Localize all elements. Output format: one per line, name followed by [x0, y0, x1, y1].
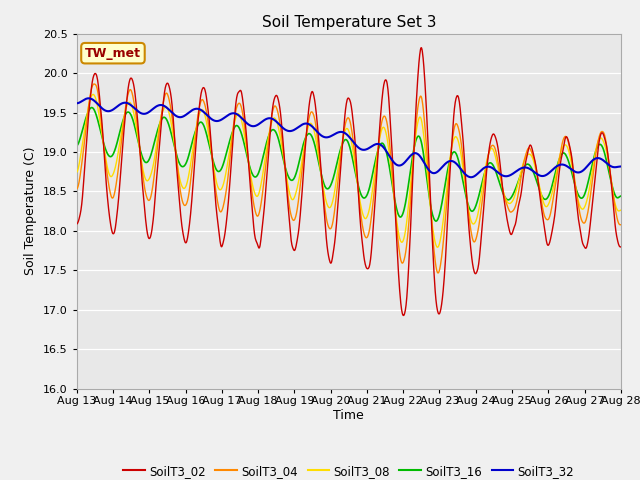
SoilT3_02 [553, 192, 561, 197]
SoilT3_16 [73, 143, 81, 148]
SoilT3_04 [505, 207, 513, 213]
SoilT3_04 [181, 203, 189, 208]
SoilT3_16 [617, 193, 625, 199]
SoilT3_08 [434, 244, 442, 250]
SoilT3_04 [195, 111, 202, 117]
SoilT3_02 [73, 221, 81, 227]
SoilT3_16 [181, 162, 189, 168]
SoilT3_32 [505, 173, 513, 179]
SoilT3_08 [505, 201, 513, 206]
SoilT3_02 [505, 226, 513, 231]
SoilT3_32 [84, 96, 92, 101]
SoilT3_08 [181, 185, 189, 191]
SoilT3_02 [399, 312, 407, 318]
SoilT3_02 [434, 309, 442, 315]
SoilT3_08 [89, 92, 97, 97]
Line: SoilT3_32: SoilT3_32 [77, 98, 621, 177]
SoilT3_16 [505, 197, 513, 203]
SoilT3_04 [553, 173, 561, 179]
SoilT3_32 [553, 163, 561, 169]
SoilT3_04 [617, 222, 625, 228]
SoilT3_08 [617, 207, 625, 213]
SoilT3_08 [73, 169, 81, 175]
SoilT3_32 [181, 113, 189, 119]
Line: SoilT3_04: SoilT3_04 [77, 84, 621, 273]
SoilT3_04 [90, 81, 98, 87]
SoilT3_32 [467, 174, 475, 180]
SoilT3_02 [194, 120, 202, 126]
SoilT3_02 [255, 245, 262, 251]
SoilT3_32 [434, 169, 442, 175]
SoilT3_16 [553, 164, 561, 169]
SoilT3_32 [73, 100, 81, 106]
Line: SoilT3_08: SoilT3_08 [77, 95, 621, 247]
SoilT3_32 [617, 164, 625, 169]
SoilT3_02 [617, 244, 625, 250]
SoilT3_08 [195, 116, 202, 122]
Title: Soil Temperature Set 3: Soil Temperature Set 3 [262, 15, 436, 30]
Legend: SoilT3_02, SoilT3_04, SoilT3_08, SoilT3_16, SoilT3_32: SoilT3_02, SoilT3_04, SoilT3_08, SoilT3_… [118, 460, 579, 480]
SoilT3_16 [195, 122, 202, 128]
SoilT3_16 [88, 105, 96, 110]
Y-axis label: Soil Temperature (C): Soil Temperature (C) [24, 147, 38, 276]
X-axis label: Time: Time [333, 408, 364, 421]
SoilT3_16 [432, 218, 440, 224]
SoilT3_04 [434, 270, 442, 276]
SoilT3_04 [73, 186, 81, 192]
SoilT3_08 [255, 190, 263, 196]
SoilT3_02 [417, 45, 425, 50]
SoilT3_32 [255, 121, 263, 127]
Text: TW_met: TW_met [85, 47, 141, 60]
SoilT3_16 [434, 216, 442, 222]
SoilT3_02 [180, 238, 188, 243]
Line: SoilT3_02: SoilT3_02 [77, 48, 621, 315]
SoilT3_16 [255, 169, 263, 175]
SoilT3_08 [434, 244, 442, 250]
SoilT3_04 [435, 270, 442, 276]
SoilT3_08 [553, 167, 561, 172]
SoilT3_04 [255, 211, 263, 216]
SoilT3_32 [195, 106, 202, 112]
Line: SoilT3_16: SoilT3_16 [77, 108, 621, 221]
